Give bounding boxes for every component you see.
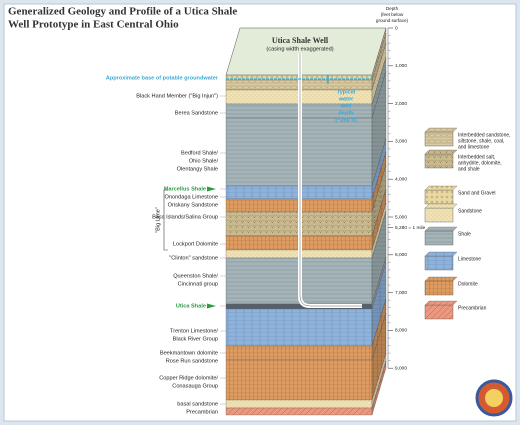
formation-label: Queenston Shale/ [173, 273, 218, 279]
formation-label: Beekmantown dolomite [160, 350, 218, 356]
legend-swatch [425, 132, 453, 146]
depth-tick-label: 8,000 [395, 328, 407, 334]
legend-swatch [425, 154, 453, 168]
layer [226, 400, 372, 408]
formation-label: "Clinton" sandstone [169, 255, 218, 261]
well-note: (casing width exaggerated) [266, 46, 333, 52]
formation-label: Black River Group [173, 336, 218, 342]
formation-label: Berea Sandstone [175, 110, 218, 116]
formation-label: Trenton Limestone/ [170, 328, 218, 334]
big-lime-label: "Big Lime" [155, 207, 161, 233]
legend-label: Sandstone [458, 208, 482, 214]
formation-label: Oriskany Sandstone [168, 202, 218, 208]
depth-tick-label: 2,000 [395, 101, 407, 107]
legend-swatch [425, 231, 453, 245]
layer [226, 346, 372, 360]
formation-label: Olentangy Shale [177, 166, 218, 172]
water-well-label: water [338, 96, 354, 102]
depth-header: Depth [386, 6, 399, 11]
legend-swatch [425, 208, 453, 222]
legend-swatch [425, 305, 453, 319]
formation-label: Onondaga Limestone [165, 194, 219, 200]
formation-label: Utica Shale [176, 303, 206, 309]
depth-tick-label: 6,000 [395, 252, 407, 258]
legend-swatch [425, 256, 453, 270]
formation-label: Bass Islands/Salina Group [152, 214, 218, 220]
formation-label: Marcellus Shale [164, 186, 206, 192]
formation-label: basal sandstone [177, 401, 218, 407]
depth-tick-label: 1,000 [395, 63, 407, 69]
legend-swatch-top [425, 277, 457, 281]
side-shade [372, 28, 386, 415]
legend-swatch-top [425, 150, 457, 154]
mile-marker-label: 5,280 = 1 mile [395, 225, 426, 231]
layer [226, 309, 372, 346]
water-well-label: depth [338, 110, 354, 116]
legend-label: Shale [458, 231, 471, 237]
formation-label: Cincinnati group [178, 281, 218, 287]
water-well-label: well [340, 103, 352, 109]
legend-swatch-top [425, 128, 457, 132]
water-well-label: Typical [337, 89, 356, 95]
formation-label: Rose Run sandstone [166, 358, 218, 364]
legend-label: Sand and Gravel [458, 190, 496, 196]
layer [226, 408, 372, 415]
depth-tick-label: 5,000 [395, 214, 407, 220]
depth-tick-label: 0 [395, 25, 398, 31]
depth-header: (feet below [381, 12, 404, 17]
title: Generalized Geology and Profile of a Uti… [8, 6, 237, 18]
formation-label: Lockport Dolomite [173, 241, 218, 247]
formation-label: Bedford Shale/ [181, 150, 218, 156]
title: Well Prototype in East Central Ohio [8, 19, 179, 31]
legend-swatch-top [425, 252, 457, 256]
formation-label: Black Hand Member ("Big Injun") [136, 93, 218, 99]
formation-label: Copper Ridge dolomite/ [159, 375, 218, 381]
legend-swatch [425, 281, 453, 295]
formation-label: Ohio Shale/ [189, 158, 219, 164]
legend-label: Limestone [458, 256, 481, 262]
formation-label: Approximate base of potable groundwater [106, 75, 219, 81]
water-well-label: (~250 ft) [335, 117, 357, 123]
legend-swatch-top [425, 186, 457, 190]
diagram: Generalized Geology and Profile of a Uti… [0, 0, 520, 425]
legend-label: and shale [458, 166, 480, 172]
legend-swatch-top [425, 301, 457, 305]
depth-tick-label: 9,000 [395, 365, 407, 371]
legend-label: and limestone [458, 144, 489, 150]
depth-tick-label: 7,000 [395, 290, 407, 296]
legend-label: Dolomite [458, 281, 478, 287]
formation-label: Precambrian [186, 409, 218, 415]
legend-swatch-top [425, 227, 457, 231]
depth-tick-label: 4,000 [395, 176, 407, 182]
logo-center [485, 389, 503, 407]
legend-swatch [425, 190, 453, 204]
well-title: Utica Shale Well [272, 36, 329, 45]
legend-swatch-top [425, 204, 457, 208]
depth-tick-label: 3,000 [395, 139, 407, 145]
formation-label: Conasauga Group [172, 383, 218, 389]
layer [226, 360, 372, 400]
depth-header: ground surface) [376, 18, 409, 23]
legend-label: Precambrian [458, 305, 487, 311]
